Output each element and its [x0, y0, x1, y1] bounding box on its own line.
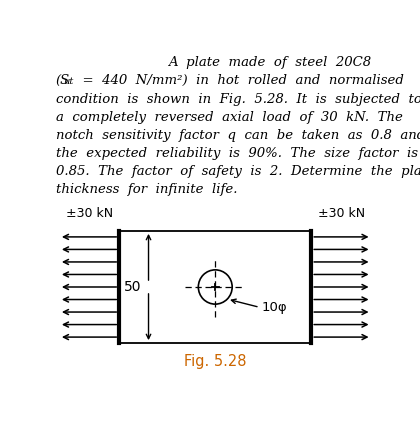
Text: thickness  for  infinite  life.: thickness for infinite life. — [56, 183, 237, 196]
Text: ±30 kN: ±30 kN — [318, 208, 365, 220]
Text: (S: (S — [56, 74, 70, 87]
Text: 0.85.  The  factor  of  safety  is  2.  Determine  the  plate: 0.85. The factor of safety is 2. Determi… — [56, 165, 420, 178]
Text: ±30 kN: ±30 kN — [66, 208, 113, 220]
Text: A  plate  made  of  steel  20C8: A plate made of steel 20C8 — [168, 56, 372, 69]
Text: a  completely  reversed  axial  load  of  30  kN.  The: a completely reversed axial load of 30 k… — [56, 111, 403, 124]
Text: 50: 50 — [124, 280, 142, 294]
Text: 10φ: 10φ — [261, 301, 287, 314]
Text: Fig. 5.28: Fig. 5.28 — [184, 354, 247, 369]
Text: ut: ut — [63, 77, 74, 86]
Text: notch  sensitivity  factor  q  can  be  taken  as  0.8  and: notch sensitivity factor q can be taken … — [56, 129, 420, 142]
Text: =  440  N/mm²)  in  hot  rolled  and  normalised: = 440 N/mm²) in hot rolled and normalise… — [74, 74, 404, 87]
Text: the  expected  reliability  is  90%.  The  size  factor  is: the expected reliability is 90%. The siz… — [56, 147, 418, 160]
Text: condition  is  shown  in  Fig.  5.28.  It  is  subjected  to: condition is shown in Fig. 5.28. It is s… — [56, 92, 420, 106]
